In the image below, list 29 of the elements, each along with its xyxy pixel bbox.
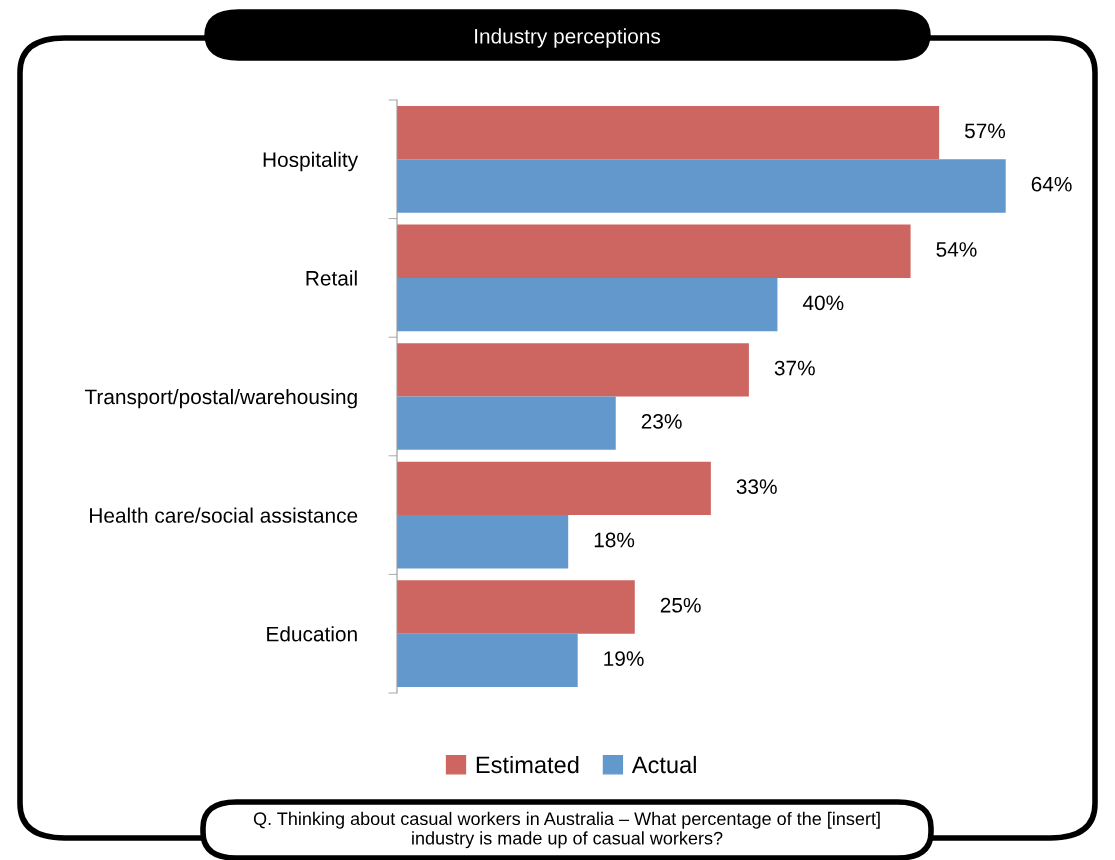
data-label: 37% <box>774 360 815 376</box>
bar <box>397 396 616 450</box>
bar <box>397 277 778 332</box>
y-tick-label: Retail <box>306 270 357 286</box>
bar <box>397 461 711 516</box>
text: Q. Thinking about casual workers in Australia – What percentage of the [insert] industry is made up of casual workers? <box>253 811 880 849</box>
y-tick-label: Education <box>267 626 357 642</box>
data-label: 64% <box>1031 176 1072 192</box>
bar <box>397 343 749 397</box>
bar <box>397 224 911 278</box>
data-label: 54% <box>936 242 977 257</box>
y-tick-label: Hospitality <box>263 151 359 172</box>
bar <box>397 159 1006 213</box>
bar <box>397 580 635 634</box>
data-label: 40% <box>802 295 844 311</box>
bar <box>397 105 940 160</box>
bar <box>397 633 578 688</box>
legend-label: Estimated <box>476 755 579 774</box>
y-tick-label: Transport/postal/warehousing <box>84 388 357 409</box>
chart-title: Industry perceptions <box>475 28 661 48</box>
y-tick-label: Health care/social assistance <box>90 507 358 523</box>
data-label: 23% <box>641 414 682 429</box>
data-label: 19% <box>604 651 644 666</box>
data-label: 33% <box>736 479 777 495</box>
legend-label: Actual <box>631 755 696 774</box>
data-label: 25% <box>660 597 701 613</box>
bar <box>397 515 569 569</box>
data-label: 18% <box>594 532 635 548</box>
data-label: 57% <box>964 123 1006 139</box>
